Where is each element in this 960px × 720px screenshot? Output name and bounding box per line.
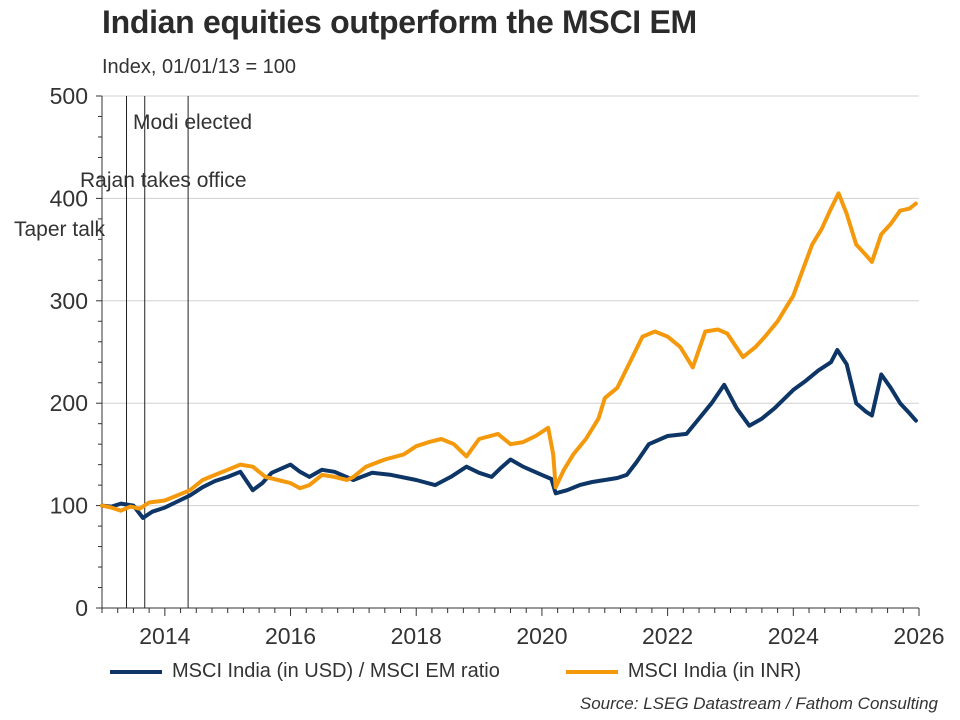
annotation-label: Modi elected	[133, 111, 252, 134]
series-lines	[100, 191, 918, 520]
chart-title: Indian equities outperform the MSCI EM	[102, 4, 697, 40]
x-tick-label: 2014	[139, 623, 190, 649]
chart-subtitle: Index, 01/01/13 = 100	[102, 56, 297, 78]
legend-swatch-inr	[565, 669, 618, 674]
legend-label-ratio: MSCI India (in USD) / MSCI EM ratio	[172, 660, 500, 682]
y-tick-label: 400	[50, 185, 88, 211]
gridlines	[102, 95, 919, 507]
x-tick-label: 2024	[768, 623, 819, 649]
x-tick-label: 2026	[893, 623, 944, 649]
y-tick-label: 300	[50, 288, 88, 314]
source-note: Source: LSEG Datastream / Fathom Consult…	[579, 694, 938, 713]
x-tick-labels: 2014 2016 2018 2020 2022 2024 2026	[139, 623, 944, 649]
series-line-ratio	[100, 348, 918, 520]
y-tick-label: 200	[50, 390, 88, 416]
legend-label-inr: MSCI India (in INR)	[627, 660, 802, 682]
x-tick-label: 2018	[391, 623, 442, 649]
annotation-label: Rajan takes office	[80, 169, 247, 192]
y-tick-label: 500	[50, 83, 88, 109]
legend: MSCI India (in USD) / MSCI EM ratio MSCI…	[110, 660, 867, 683]
x-tick-label: 2020	[516, 623, 567, 649]
y-tick-label: 0	[75, 595, 88, 621]
legend-swatch-ratio	[110, 669, 162, 674]
x-tick-label: 2022	[642, 623, 693, 649]
series-line-inr	[100, 191, 918, 513]
y-tick-labels: 0 100 200 300 400 500	[50, 83, 88, 621]
annotation-lines	[126, 96, 189, 608]
annotation-label: Taper talk	[14, 218, 106, 241]
axes	[96, 95, 920, 616]
annotation-labels: Taper talk Rajan takes office Modi elected	[14, 111, 252, 241]
y-tick-label: 100	[50, 493, 88, 519]
legend-item-ratio: MSCI India (in USD) / MSCI EM ratio	[110, 660, 500, 683]
legend-item-inr: MSCI India (in INR)	[565, 660, 802, 683]
x-tick-label: 2016	[265, 623, 316, 649]
